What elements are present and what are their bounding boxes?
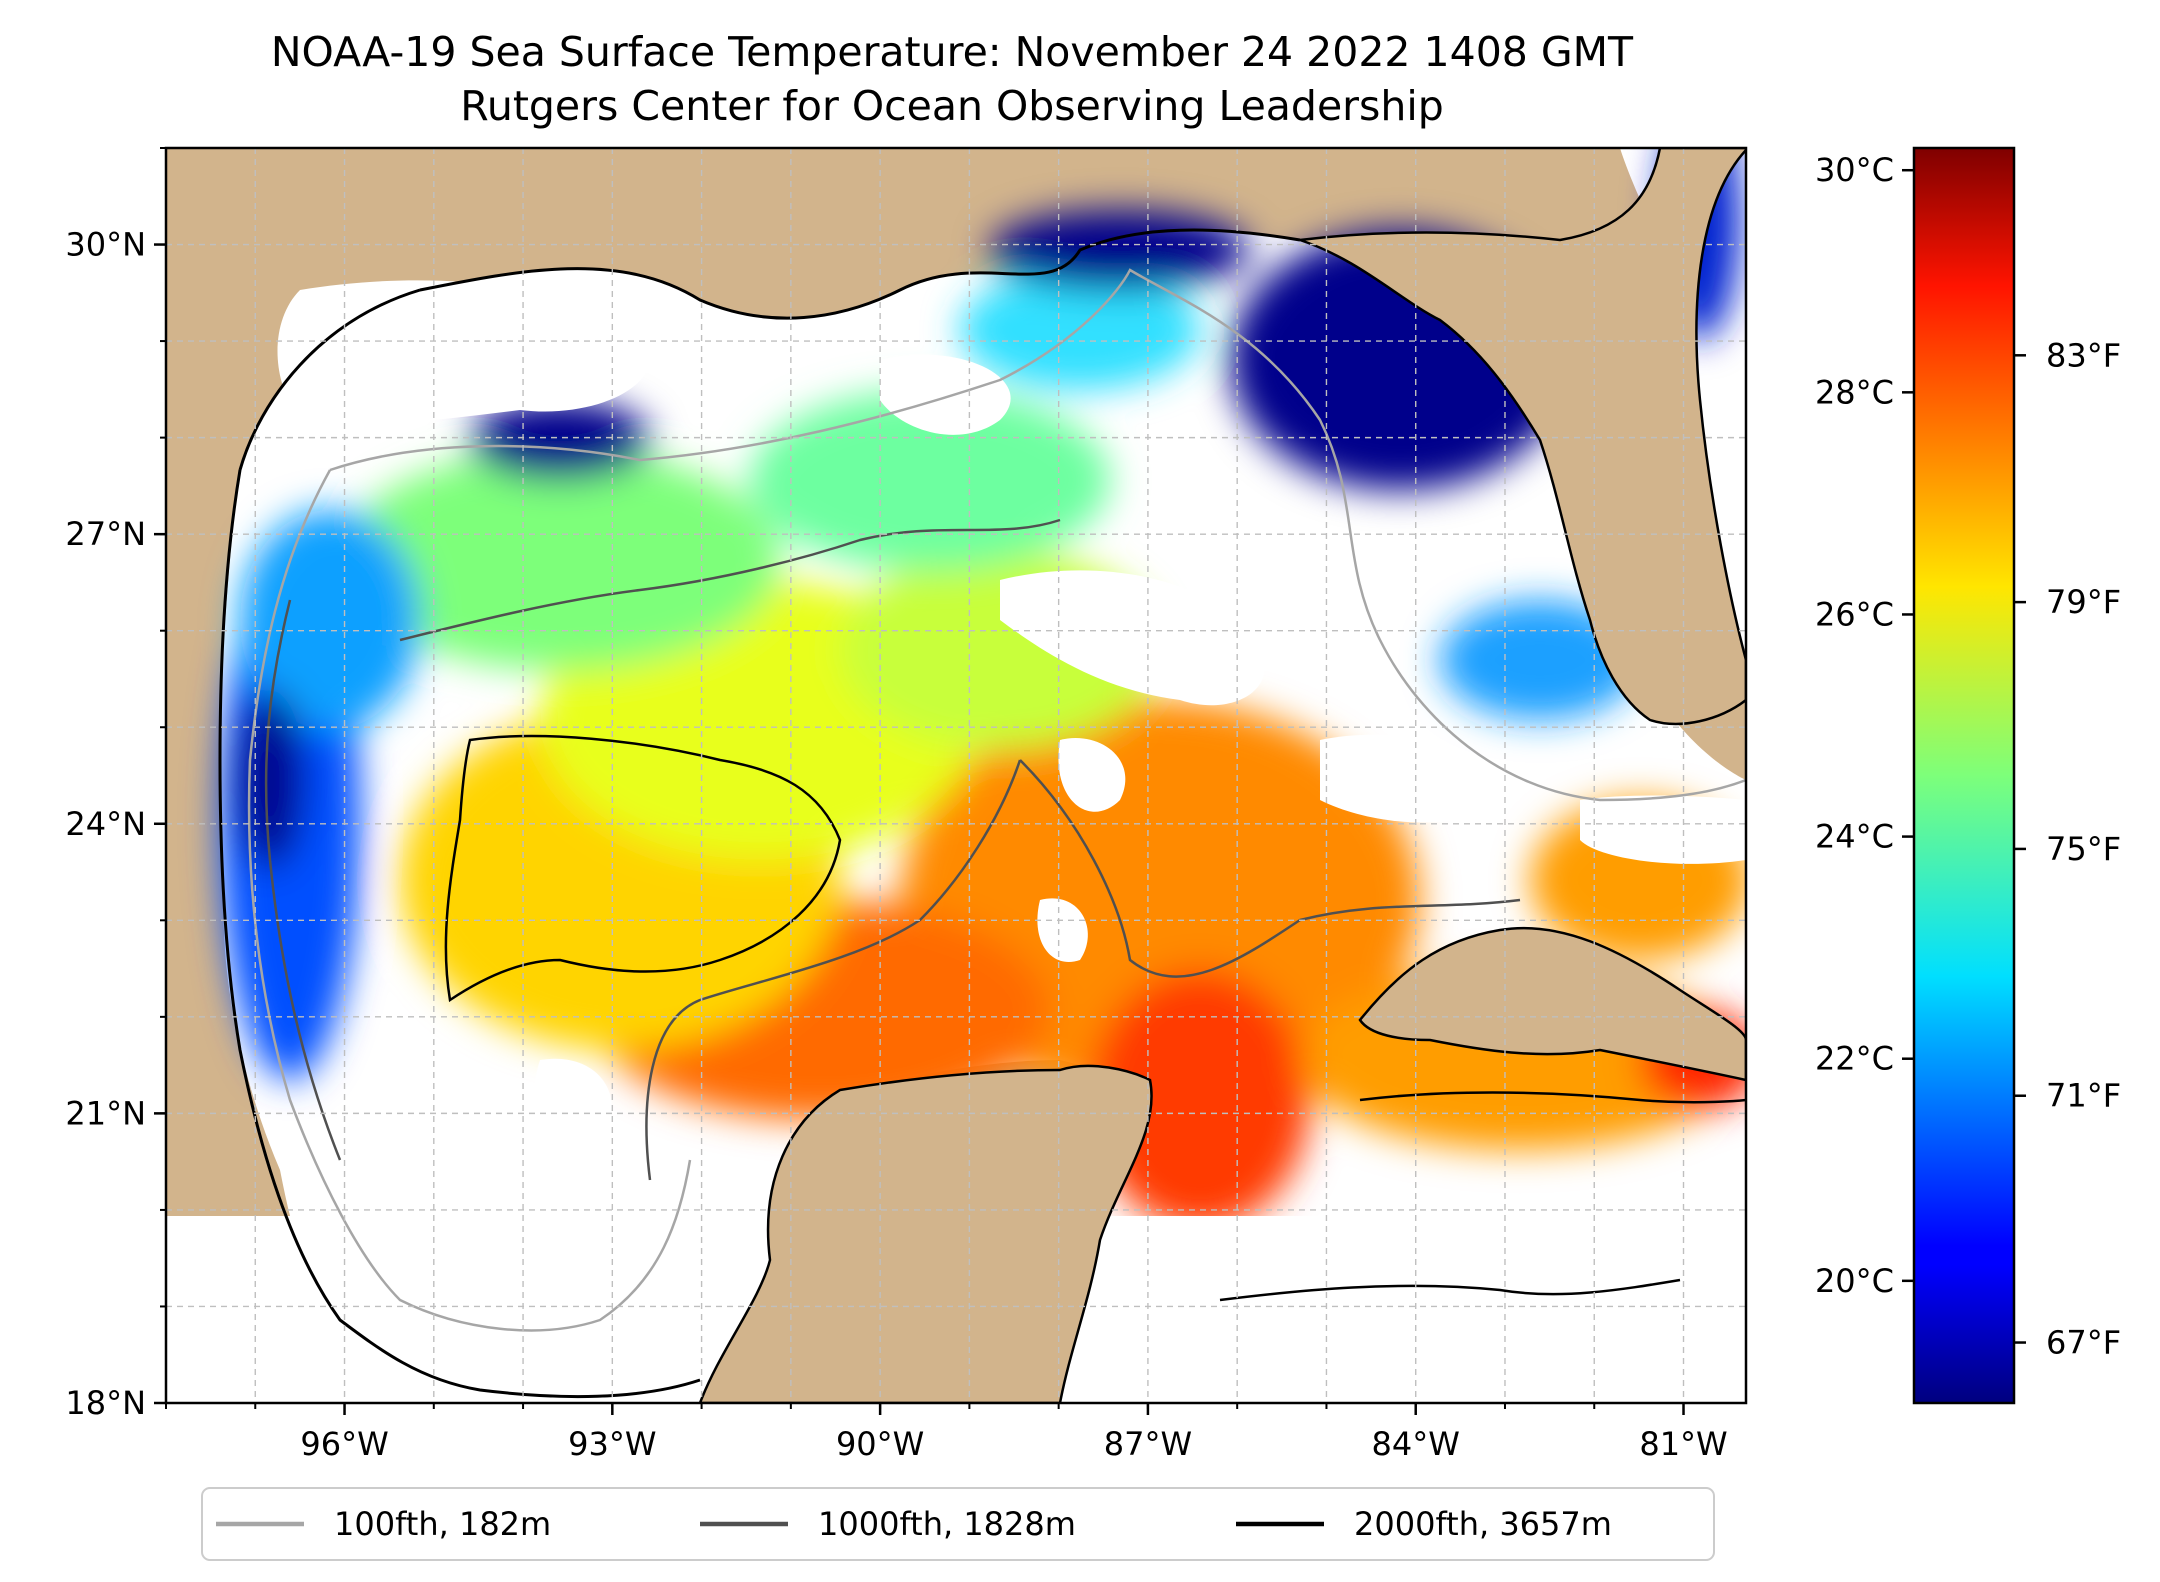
- legend-label: 2000fth, 3657m: [1354, 1505, 1612, 1543]
- gridlines: [166, 148, 1746, 1403]
- fahrenheit-tick-label: 79°F: [2046, 583, 2121, 621]
- longitude-axis: 96°W 93°W 90°W 87°W 84°W 81°W: [165, 1403, 1728, 1463]
- fahrenheit-tick-label: 71°F: [2046, 1077, 2121, 1115]
- celsius-tick-label: 22°C: [1815, 1040, 1894, 1078]
- lon-tick-label: 93°W: [568, 1425, 656, 1463]
- lat-tick-label: 18°N: [65, 1384, 146, 1422]
- lat-tick-label: 30°N: [65, 226, 146, 264]
- map-frame: [164, 146, 1748, 1405]
- lon-tick-label: 84°W: [1372, 1425, 1460, 1463]
- fahrenheit-tick-label: 67°F: [2046, 1324, 2121, 1362]
- lon-tick-label: 96°W: [300, 1425, 388, 1463]
- contour-2000fth: [444, 734, 1746, 1302]
- latitude-axis: 30°N 27°N 24°N 21°N 18°N: [65, 147, 166, 1422]
- lat-tick-label: 21°N: [65, 1094, 146, 1132]
- colorbar-fahrenheit-ticks: 83°F 79°F 75°F 71°F 67°F: [2014, 336, 2121, 1362]
- colorbar-gradient: [1912, 146, 2016, 1405]
- lon-tick-label: 90°W: [836, 1425, 924, 1463]
- colorbar: 30°C 28°C 26°C 24°C 22°C 20°C 83°F 79°F 75°F 71°…: [1815, 146, 2121, 1405]
- lon-tick-label: 87°W: [1104, 1425, 1192, 1463]
- celsius-tick-label: 26°C: [1815, 595, 1894, 633]
- celsius-tick-label: 28°C: [1815, 373, 1894, 411]
- legend-label: 100fth, 182m: [334, 1505, 551, 1543]
- map-panel: [166, 148, 1746, 1403]
- colorbar-celsius-ticks: 30°C 28°C 26°C 24°C 22°C 20°C: [1815, 151, 1914, 1300]
- yucatan-land: [698, 1064, 1153, 1403]
- florida-land: [1299, 148, 1746, 726]
- celsius-tick-label: 20°C: [1815, 1262, 1894, 1300]
- bathymetry-contours: [247, 268, 1746, 1332]
- fahrenheit-tick-label: 83°F: [2046, 336, 2121, 374]
- coastline: [218, 228, 1301, 1399]
- map-subtitle: Rutgers Center for Ocean Observing Leade…: [460, 82, 1444, 130]
- legend-label: 1000fth, 1828m: [818, 1505, 1076, 1543]
- lat-tick-label: 24°N: [65, 805, 146, 843]
- map-title: NOAA-19 Sea Surface Temperature: Novembe…: [271, 28, 1634, 76]
- lon-tick-label: 81°W: [1639, 1425, 1727, 1463]
- fahrenheit-tick-label: 75°F: [2046, 830, 2121, 868]
- celsius-tick-label: 30°C: [1815, 151, 1894, 189]
- legend: 100fth, 182m 1000fth, 1828m 2000fth, 3657m: [201, 1487, 1715, 1561]
- contour-1000fth: [264, 518, 1521, 1181]
- legend-box: [201, 1487, 1715, 1561]
- contour-100fth: [247, 268, 1746, 1332]
- lat-tick-label: 27°N: [65, 515, 146, 553]
- celsius-tick-label: 24°C: [1815, 818, 1894, 856]
